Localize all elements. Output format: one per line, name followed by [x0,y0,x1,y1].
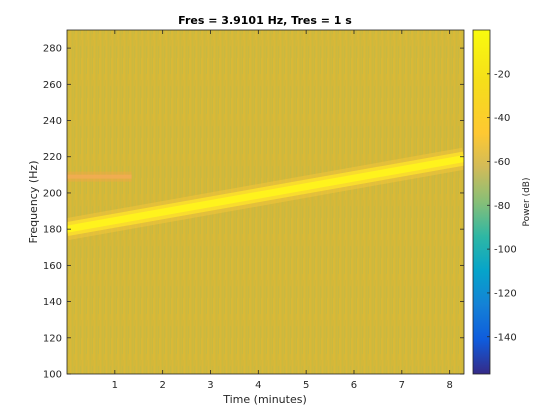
x-tick-label: 6 [351,380,357,391]
chirp-core [67,155,464,233]
x-axis-ticks: 1 2 3 4 5 6 7 8 [112,30,453,391]
chart-title: Fres = 3.9101 Hz, Tres = 1 s [178,14,352,27]
plot-frame [66,29,465,375]
y-axis-label: Frequency (Hz) [27,161,40,244]
x-tick-label: 4 [255,380,261,391]
colorbar-tick-label: -140 [494,332,517,343]
y-tick-label: 220 [43,152,62,163]
spectrogram-features [67,147,464,240]
colorbar-tick-label: -100 [494,245,517,256]
y-tick-label: 200 [43,188,62,199]
x-tick-label: 2 [159,380,165,391]
x-tick-label: 3 [207,380,213,391]
colorbar-tick-label: -120 [494,288,517,299]
colorbar-tick-label: -20 [494,69,510,80]
x-axis-label: Time (minutes) [222,393,307,406]
y-tick-label: 240 [43,116,62,127]
colorbar-ticks: -20 -40 -60 -80 -100 -120 -140 [487,69,517,343]
colorbar [472,29,491,375]
y-tick-label: 280 [43,44,62,55]
x-tick-label: 8 [446,380,452,391]
x-tick-label: 7 [399,380,405,391]
colorbar-label: Power (dB) [522,178,532,227]
colorbar-tick-label: -60 [494,157,510,168]
colorbar-tick-label: -40 [494,113,510,124]
colorbar-tick-label: -80 [494,201,510,212]
y-tick-label: 180 [43,225,62,236]
y-tick-label: 140 [43,297,62,308]
y-tick-label: 260 [43,80,62,91]
x-tick-label: 1 [112,380,118,391]
y-tick-label: 100 [43,370,62,381]
x-tick-label: 5 [303,380,309,391]
y-axis-ticks: 100 120 140 160 180 200 220 240 260 280 [43,44,464,381]
y-tick-label: 160 [43,261,62,272]
y-tick-label: 120 [43,333,62,344]
